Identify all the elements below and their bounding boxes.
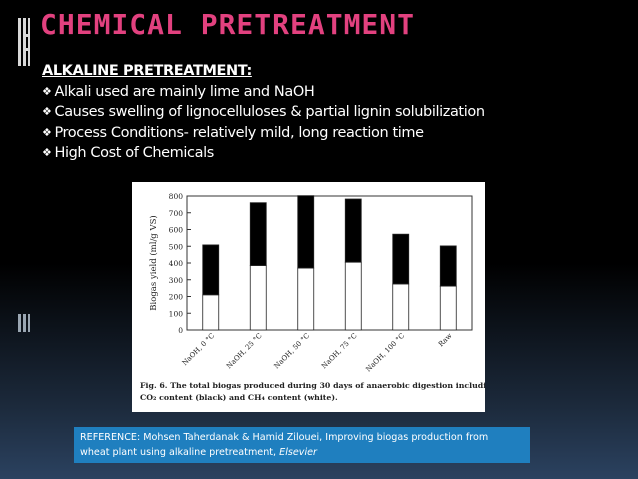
bar-co2-4: [392, 233, 410, 285]
bar-co2-2: [297, 195, 315, 269]
bar-ch4-1: [249, 265, 267, 331]
x-tick-label: NaOH, 100 °C: [364, 332, 406, 374]
bar-ch4-0: [202, 294, 220, 331]
x-tick-label: NaOH, 25 °C: [225, 332, 264, 371]
biogas-chart: 0 100 200 300 400 500 600 700 800 Biogas yield (m…: [140, 192, 485, 402]
bar-co2-1: [249, 202, 267, 266]
slide-decoration-bars-icon: [18, 18, 30, 66]
bar-ch4-5: [439, 285, 457, 331]
y-tick-label: 600: [169, 226, 184, 235]
y-tick-label: 300: [169, 276, 184, 285]
bar-co2-0: [202, 244, 220, 296]
figure-caption-line: CO₂ content (black) and CH₄ content (whi…: [140, 393, 338, 402]
reference-journal: Elsevier: [279, 447, 317, 458]
slide-decoration-small-bars-icon: [18, 314, 30, 332]
slide-body: ALKALINE PRETREATMENT: ❖ Alkali used are …: [42, 62, 632, 164]
diamond-bullet-icon: ❖: [42, 146, 52, 159]
bullet-item: ❖ Causes swelling of lignocelluloses & pa…: [42, 104, 485, 120]
y-tick-label: 0: [178, 326, 183, 335]
y-tick-label: 800: [169, 192, 184, 201]
bullet-item: ❖ High Cost of Chemicals: [42, 145, 214, 161]
x-tick-label: NaOH, 50 °C: [273, 332, 312, 371]
bullet-item: ❖ Process Conditions- relatively mild, lo…: [42, 124, 424, 141]
plot-frame: [186, 195, 473, 331]
y-tick-label: 100: [169, 309, 184, 318]
x-tick-label: NaOH, 0 °C: [181, 332, 216, 367]
y-tick-label: 400: [169, 259, 184, 268]
diamond-bullet-icon: ❖: [42, 84, 52, 98]
y-tick-label: 200: [169, 293, 184, 302]
x-tick-label: NaOH, 75 °C: [320, 332, 359, 371]
y-tick-label: 700: [169, 209, 184, 218]
y-tick-label: 500: [169, 242, 184, 251]
figure-caption-line: Fig. 6. The total biogas produced during…: [140, 381, 485, 390]
diamond-bullet-icon: ❖: [42, 125, 52, 139]
reference-box: REFERENCE: Mohsen Taherdanak & Hamid Zil…: [74, 427, 530, 463]
section-heading: ALKALINE PRETREATMENT:: [42, 63, 252, 79]
bar-co2-3: [344, 198, 362, 263]
slide-title: CHEMICAL PRETREATMENT: [40, 8, 416, 41]
bar-ch4-3: [344, 261, 362, 331]
chart-axes: [186, 195, 473, 331]
reference-line-2: wheat plant using alkaline pretreatment,…: [80, 447, 317, 458]
bullet-item: ❖ Alkali used are mainly lime and NaOH: [42, 83, 315, 100]
x-tick-label: Raw: [437, 332, 454, 349]
bar-ch4-2: [297, 267, 315, 331]
biogas-chart-figure: 0 100 200 300 400 500 600 700 800 Biogas yield (m…: [132, 182, 485, 412]
chart-bars: [202, 195, 457, 331]
bar-ch4-4: [392, 283, 410, 331]
y-axis-label: Biogas yield (ml/g VS): [148, 215, 159, 310]
bar-co2-5: [439, 245, 457, 287]
reference-line-1: REFERENCE: Mohsen Taherdanak & Hamid Zil…: [80, 432, 489, 443]
diamond-bullet-icon: ❖: [42, 105, 52, 118]
